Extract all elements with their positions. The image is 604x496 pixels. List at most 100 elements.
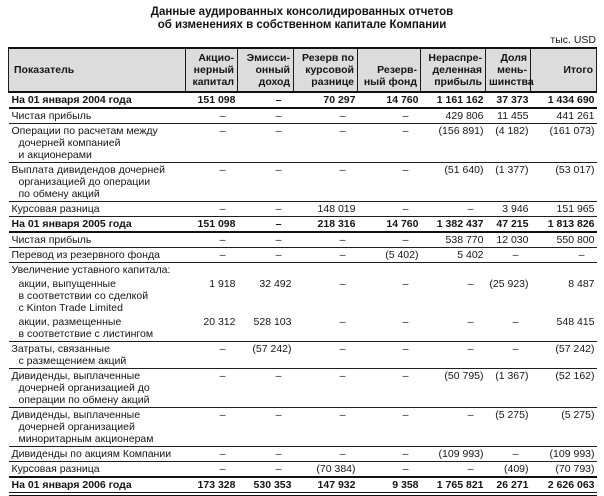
cell-value: (52 162) <box>555 370 595 382</box>
title-line-1: Данные аудированных консолидированных от… <box>150 6 454 18</box>
cell-value: – <box>275 370 282 382</box>
cell-value: – <box>275 94 282 106</box>
cell-value: – <box>402 463 409 475</box>
table-row: Чистая прибыль – – – – 429 806 11 455 441 261 <box>8 108 597 124</box>
units-label: тыс. USD <box>550 34 596 46</box>
cell-value: 548 415 <box>556 316 595 328</box>
row-label: Увеличение уставного капитала: <box>11 264 171 276</box>
cell-value: – <box>275 234 282 246</box>
row-label: На 01 января 2005 года <box>11 218 132 230</box>
title-line-2: об изменениях в собственном капитале Ком… <box>157 19 447 31</box>
row-label: Дивиденды, выплаченные дочерней организа… <box>11 370 150 406</box>
cell-value: – <box>219 249 226 261</box>
row-label: Курсовая разница <box>11 463 100 475</box>
cell-value: – <box>339 370 346 382</box>
cell-value: 1 765 821 <box>436 479 484 491</box>
cell-value: – <box>467 278 474 290</box>
cell-value: – <box>339 343 346 355</box>
cell-value: – <box>467 203 474 215</box>
cell-value: 1 434 690 <box>547 94 595 106</box>
table-header: Показатель Акцио- нерный капитал Эмисси- о… <box>8 47 597 93</box>
cell-value: (1 367) <box>495 370 529 382</box>
table-row: Курсовая разница – – 148 019 – – 3 946 151 965 <box>8 202 597 217</box>
cell-value: (50 795) <box>444 370 484 382</box>
cell-value: – <box>275 125 282 137</box>
row-label: На 01 января 2004 года <box>11 94 132 106</box>
cell-value: 70 297 <box>323 94 356 106</box>
column-header: Показатель <box>8 47 186 93</box>
cell-value: (156 891) <box>438 125 484 137</box>
cell-value: 147 932 <box>317 479 356 491</box>
cell-value: – <box>275 463 282 475</box>
table-row: Затраты, связанные с размещением акций – (… <box>8 342 597 369</box>
cell-value: 148 019 <box>317 203 356 215</box>
table-header-row: Показатель Акцио- нерный капитал Эмисси- о… <box>8 47 597 93</box>
cell-value: 530 353 <box>253 479 292 491</box>
cell-value: – <box>402 164 409 176</box>
cell-value: – <box>219 463 226 475</box>
cell-value: (53 017) <box>555 164 595 176</box>
cell-value: – <box>402 203 409 215</box>
cell-value: – <box>339 249 346 261</box>
cell-value: – <box>275 203 282 215</box>
cell-value: (5 402) <box>385 249 419 261</box>
table-row: На 01 января 2006 года 173 328 530 353 147 … <box>8 477 597 494</box>
cell-value: (57 242) <box>555 343 595 355</box>
cell-value: – <box>402 125 409 137</box>
column-header: Доля мень- шинства <box>485 47 534 93</box>
cell-value: – <box>219 110 226 122</box>
cell-value: – <box>219 234 226 246</box>
cell-value: 26 271 <box>496 479 529 491</box>
row-label: Чистая прибыль <box>11 110 92 122</box>
table-row: Курсовая разница – – (70 384) – – (409) (70 793… <box>8 462 597 477</box>
column-header: Резерв- ный фонд <box>357 47 421 93</box>
cell-value: (109 993) <box>549 448 595 460</box>
cell-value: – <box>402 409 409 421</box>
cell-value: 218 316 <box>317 218 356 230</box>
column-header: Эмисси- онный доход <box>237 47 294 93</box>
equity-changes-table: Показатель Акцио- нерный капитал Эмисси- о… <box>8 47 597 496</box>
cell-value: – <box>402 234 409 246</box>
cell-value <box>531 263 597 278</box>
document-title: Данные аудированных консолидированных от… <box>8 4 596 32</box>
cell-value: (70 384) <box>316 463 356 475</box>
cell-value: 2 626 063 <box>547 479 595 491</box>
row-label: Чистая прибыль <box>11 234 92 246</box>
cell-value: – <box>275 218 282 230</box>
column-header: Нераспре- деленная прибыль <box>420 47 486 93</box>
cell-value: – <box>275 110 282 122</box>
cell-value: 47 215 <box>496 218 529 230</box>
cell-value: – <box>219 448 226 460</box>
cell-value: 1 813 826 <box>547 218 595 230</box>
cell-value: – <box>275 448 282 460</box>
row-label: Перевод из резервного фонда <box>11 249 160 261</box>
cell-value: (70 793) <box>555 463 595 475</box>
cell-value <box>358 263 421 278</box>
row-label: Дивиденды по акциям Компании <box>11 448 172 460</box>
cell-value: – <box>402 278 409 290</box>
cell-value: (1 377) <box>495 164 529 176</box>
row-label: На 01 января 2006 года <box>11 479 132 491</box>
table-row: На 01 января 2005 года 151 098 – 218 316 14 … <box>8 217 597 232</box>
cell-value: (409) <box>503 463 529 475</box>
cell-value: – <box>339 278 346 290</box>
cell-value: – <box>219 409 226 421</box>
table-row: акции, выпущенные в соответствии со сдел… <box>9 277 597 315</box>
cell-value: 1 161 162 <box>436 94 484 106</box>
cell-value: 1 382 437 <box>436 218 484 230</box>
cell-value: 173 328 <box>197 479 236 491</box>
cell-value: – <box>512 448 519 460</box>
row-label: Затраты, связанные с размещением акций <box>11 343 127 367</box>
cell-value: 528 103 <box>253 316 292 328</box>
cell-value: 429 806 <box>445 110 484 122</box>
cell-value: – <box>467 409 474 421</box>
cell-value: – <box>402 110 409 122</box>
cell-value <box>486 263 531 278</box>
table-row: Выплата дивидендов дочерней организацией… <box>8 163 597 202</box>
cell-value: 8 487 <box>568 278 595 290</box>
cell-value: 14 760 <box>386 218 419 230</box>
cell-value: 5 402 <box>457 249 484 261</box>
cell-value: (5 275) <box>495 409 529 421</box>
cell-value: – <box>219 370 226 382</box>
